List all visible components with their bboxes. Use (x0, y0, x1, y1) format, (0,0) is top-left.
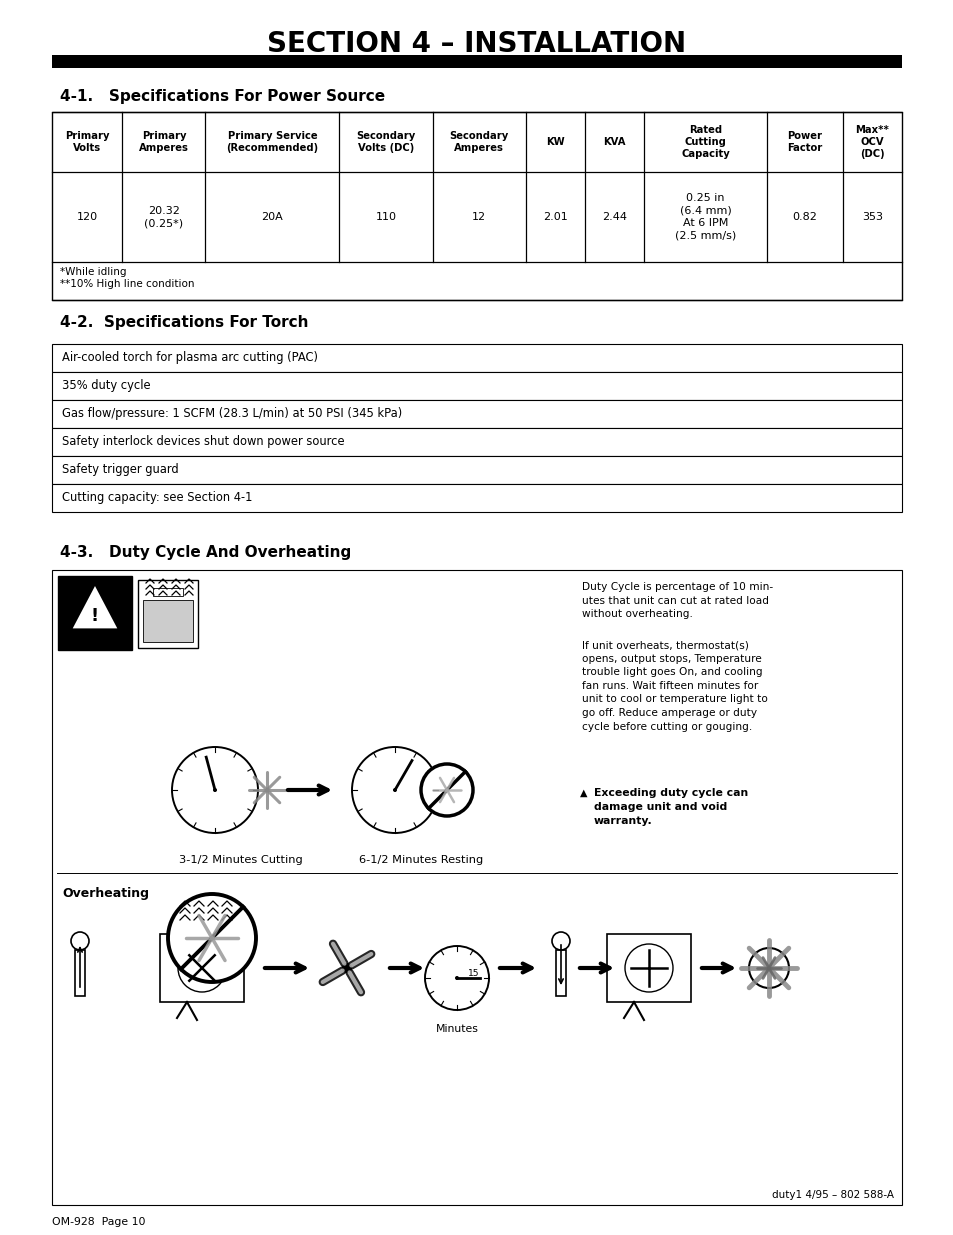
Text: 353: 353 (862, 212, 882, 222)
Bar (52, 112, 901, 300)
Bar (52, 372, 901, 400)
Text: 12: 12 (472, 212, 486, 222)
Text: *While idling: *While idling (60, 267, 127, 277)
Circle shape (624, 944, 672, 992)
Text: SECTION 4 – INSTALLATION: SECTION 4 – INSTALLATION (267, 30, 686, 58)
Bar (606, 934, 690, 1002)
Text: Duty Cycle is percentage of 10 min-
utes that unit can cut at rated load
without: Duty Cycle is percentage of 10 min- utes… (581, 582, 772, 619)
Text: **10% High line condition: **10% High line condition (60, 279, 194, 289)
Text: 110: 110 (375, 212, 396, 222)
Text: 20A: 20A (261, 212, 283, 222)
Text: Safety interlock devices shut down power source: Safety interlock devices shut down power… (62, 436, 344, 448)
Bar (160, 934, 244, 1002)
Text: Rated
Cutting
Capacity: Rated Cutting Capacity (680, 125, 729, 159)
Text: duty1 4/95 – 802 588-A: duty1 4/95 – 802 588-A (771, 1191, 893, 1200)
Circle shape (178, 944, 226, 992)
Text: Cutting capacity: see Section 4-1: Cutting capacity: see Section 4-1 (62, 492, 253, 505)
Text: KW: KW (545, 137, 564, 147)
Text: Safety trigger guard: Safety trigger guard (62, 463, 178, 477)
Circle shape (71, 932, 89, 950)
Text: Power
Factor: Power Factor (786, 131, 821, 153)
Text: 4-2.  Specifications For Torch: 4-2. Specifications For Torch (60, 315, 308, 330)
Circle shape (393, 788, 396, 792)
Text: Exceeding duty cycle can
damage unit and void
warranty.: Exceeding duty cycle can damage unit and… (594, 788, 747, 826)
Circle shape (748, 948, 788, 988)
Text: 4-1.   Specifications For Power Source: 4-1. Specifications For Power Source (60, 89, 385, 104)
Bar (52, 429, 901, 456)
Circle shape (213, 788, 216, 792)
Bar (52, 56, 901, 68)
Circle shape (552, 932, 569, 950)
Text: Primary Service
(Recommended): Primary Service (Recommended) (226, 131, 318, 153)
Text: 3-1/2 Minutes Cutting: 3-1/2 Minutes Cutting (179, 855, 302, 864)
Bar (152, 588, 183, 597)
Text: Air-cooled torch for plasma arc cutting (PAC): Air-cooled torch for plasma arc cutting … (62, 352, 317, 364)
Text: 2.01: 2.01 (542, 212, 567, 222)
Text: 120: 120 (76, 212, 98, 222)
Polygon shape (75, 589, 115, 627)
Text: ▲: ▲ (579, 788, 587, 798)
Text: KVA: KVA (602, 137, 625, 147)
Circle shape (168, 894, 255, 982)
Text: !: ! (91, 606, 99, 625)
Text: 0.25 in
(6.4 mm)
At 6 IPM
(2.5 mm/s): 0.25 in (6.4 mm) At 6 IPM (2.5 mm/s) (674, 194, 736, 241)
Bar (58, 576, 132, 650)
Bar (556, 950, 565, 995)
Text: 15: 15 (468, 969, 479, 978)
Circle shape (341, 963, 352, 973)
Circle shape (455, 976, 458, 981)
Text: Secondary
Amperes: Secondary Amperes (449, 131, 508, 153)
Text: 4-3.   Duty Cycle And Overheating: 4-3. Duty Cycle And Overheating (60, 545, 351, 559)
Bar (143, 600, 193, 642)
Text: 2.44: 2.44 (601, 212, 626, 222)
Bar (138, 580, 198, 648)
Text: 6-1/2 Minutes Resting: 6-1/2 Minutes Resting (358, 855, 482, 864)
Text: Primary
Volts: Primary Volts (65, 131, 110, 153)
Text: Gas flow/pressure: 1 SCFM (28.3 L/min) at 50 PSI (345 kPa): Gas flow/pressure: 1 SCFM (28.3 L/min) a… (62, 408, 402, 420)
Bar (52, 345, 901, 372)
Circle shape (352, 747, 437, 832)
Bar (75, 950, 85, 995)
Text: 0.82: 0.82 (792, 212, 817, 222)
Text: Secondary
Volts (DC): Secondary Volts (DC) (356, 131, 416, 153)
Text: Minutes: Minutes (436, 1024, 478, 1034)
Bar (52, 456, 901, 484)
Bar (52, 571, 901, 1205)
Bar (52, 400, 901, 429)
Text: Primary
Amperes: Primary Amperes (139, 131, 189, 153)
Circle shape (172, 747, 257, 832)
Text: 35% duty cycle: 35% duty cycle (62, 379, 151, 393)
Bar (52, 484, 901, 513)
Text: OM-928  Page 10: OM-928 Page 10 (52, 1216, 146, 1228)
Text: Overheating: Overheating (62, 887, 149, 900)
Text: If unit overheats, thermostat(s)
opens, output stops, Temperature
trouble light : If unit overheats, thermostat(s) opens, … (581, 640, 767, 731)
Circle shape (424, 946, 489, 1010)
Text: 20.32
(0.25*): 20.32 (0.25*) (144, 206, 183, 228)
Circle shape (420, 764, 473, 816)
Text: Max**
OCV
(DC): Max** OCV (DC) (855, 125, 888, 159)
